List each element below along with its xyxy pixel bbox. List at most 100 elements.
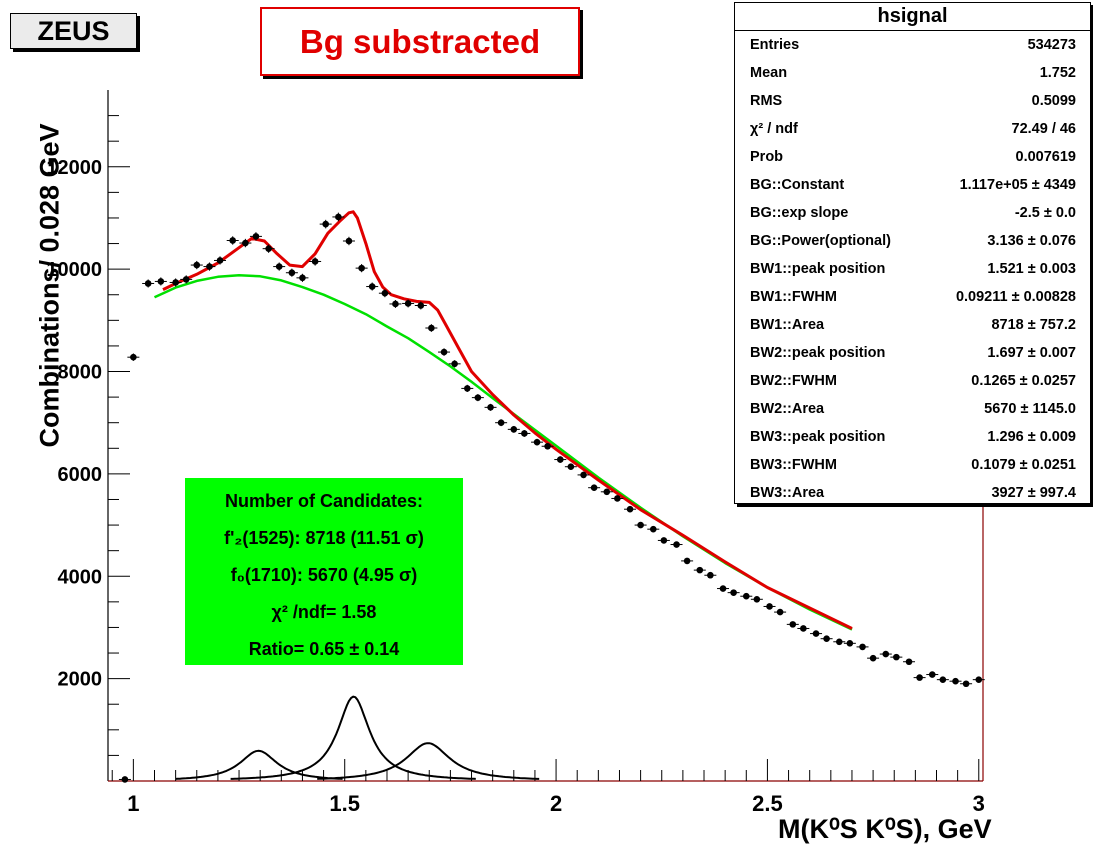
data-point	[507, 425, 520, 433]
data-points	[118, 212, 985, 783]
stats-key: BW2::FWHM	[750, 373, 837, 389]
data-marker	[800, 625, 807, 632]
candidates-box: Number of Candidates: f'₂(1525): 8718 (1…	[185, 478, 463, 665]
data-marker	[567, 463, 575, 471]
data-point	[366, 282, 379, 291]
data-marker	[789, 621, 797, 628]
data-point	[704, 571, 717, 579]
stats-row: BW1::peak position 1.521 ± 0.003	[735, 255, 1090, 283]
data-point	[926, 671, 939, 678]
stats-key: BW2::peak position	[750, 345, 886, 361]
data-marker	[823, 635, 830, 643]
data-point	[414, 301, 427, 310]
data-point	[972, 676, 985, 683]
stats-value: 1.117e+05 ± 4349	[959, 177, 1076, 193]
data-point	[180, 275, 193, 284]
data-marker	[311, 258, 319, 265]
data-marker	[206, 263, 213, 270]
data-point	[634, 521, 647, 529]
data-point	[681, 557, 694, 565]
stats-key: BW1::FWHM	[750, 289, 837, 305]
data-marker	[846, 640, 854, 647]
stats-key: BW1::Area	[750, 317, 825, 333]
stats-value: 534273	[1027, 37, 1076, 53]
x-axis: 1 1.5 2 2.5 3	[111, 759, 985, 816]
stats-value: 3.136 ± 0.076	[987, 233, 1076, 249]
data-marker	[707, 571, 714, 579]
data-marker	[812, 630, 820, 637]
data-marker	[510, 426, 518, 433]
data-point	[214, 256, 227, 265]
data-point	[378, 289, 391, 298]
data-marker	[869, 654, 877, 662]
y-tick-label: 4000	[58, 566, 103, 588]
x-tick-label: 3	[973, 791, 985, 816]
data-marker	[766, 603, 773, 610]
data-marker	[392, 300, 399, 308]
data-marker	[696, 566, 704, 574]
data-marker	[265, 245, 272, 252]
data-point	[647, 525, 660, 533]
candidates-heading: Number of Candidates:	[224, 491, 424, 511]
data-point	[611, 495, 624, 502]
data-marker	[533, 438, 541, 446]
data-point	[226, 236, 239, 245]
data-marker	[962, 680, 970, 688]
data-point	[389, 300, 402, 308]
stats-box: hsignal Entries 534273 Mean 1.752 RMS 0.5099 χ…	[734, 2, 1091, 504]
data-point	[913, 674, 926, 681]
data-marker	[252, 233, 260, 240]
data-marker	[660, 537, 668, 544]
data-point	[273, 262, 286, 271]
data-point	[903, 658, 916, 666]
stats-key: BW3::Area	[750, 485, 825, 501]
data-marker	[556, 456, 564, 463]
data-point	[564, 463, 577, 471]
data-point	[717, 585, 730, 592]
data-marker	[463, 385, 471, 392]
stats-key: Entries	[750, 37, 800, 53]
data-marker	[580, 471, 587, 479]
data-point	[249, 232, 262, 241]
stats-row: BG::Power(optional) 3.136 ± 0.076	[735, 227, 1090, 255]
stats-row: BW2::peak position 1.697 ± 0.007	[735, 339, 1090, 367]
candidates-line-f0: f₀(1710): 5670 (4.95 σ)	[230, 565, 418, 585]
data-point	[750, 595, 763, 603]
data-point	[438, 348, 451, 356]
stats-row: BW2::Area 5670 ± 1145.0	[735, 395, 1090, 423]
data-marker	[776, 608, 784, 616]
data-marker	[673, 541, 680, 548]
data-point	[495, 419, 508, 427]
stats-value: 72.49 / 46	[1011, 121, 1077, 137]
data-point	[820, 635, 833, 643]
data-marker	[719, 585, 727, 592]
data-marker	[905, 658, 913, 666]
stats-row: BW2::FWHM 0.1265 ± 0.0257	[735, 367, 1090, 395]
data-marker	[121, 776, 129, 783]
data-marker	[626, 505, 634, 513]
stats-key: BG::exp slope	[750, 205, 849, 221]
stats-key: Mean	[750, 65, 788, 81]
stats-key: BG::Constant	[750, 177, 845, 193]
stats-row: BG::exp slope -2.5 ± 0.0	[735, 199, 1090, 227]
stats-row: Prob 0.007619	[735, 143, 1090, 171]
y-axis-label: Combinations/ 0.028 GeV	[34, 123, 65, 448]
stats-key: RMS	[750, 93, 783, 109]
peak-component-curve	[230, 695, 476, 780]
data-point	[118, 776, 131, 783]
data-marker	[590, 484, 598, 492]
data-point	[740, 592, 753, 600]
data-marker	[358, 264, 365, 272]
peak-component-curve	[317, 742, 540, 780]
data-marker	[144, 280, 152, 287]
data-marker	[683, 557, 691, 565]
data-point	[774, 608, 787, 616]
y-axis: 2000 4000 6000 8000 10000 12000	[46, 115, 130, 756]
data-marker	[345, 237, 353, 245]
data-point	[203, 262, 216, 271]
data-marker	[637, 521, 644, 529]
data-marker	[368, 283, 376, 290]
data-marker	[859, 643, 866, 651]
data-point	[484, 403, 497, 411]
